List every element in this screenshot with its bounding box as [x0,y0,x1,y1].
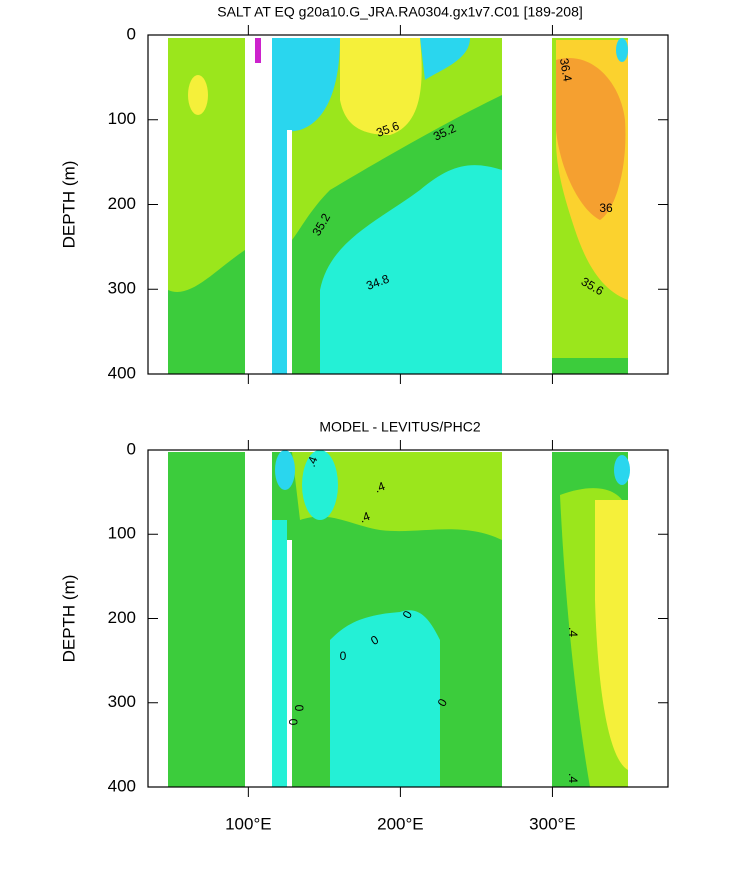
y-tick-label: 400 [108,363,136,382]
x-tick-label: 300°E [529,814,576,833]
y-tick-label: 200 [108,608,136,627]
y-tick-label: 200 [108,194,136,213]
contour-label: 0 [286,719,300,726]
chart-title: MODEL - LEVITUS/PHC2 [319,419,481,435]
y-tick-label: 0 [127,24,136,43]
contour-label: 0 [340,649,347,663]
contour-label: 36 [599,201,613,215]
contour-label: .4 [566,627,580,637]
contour-fill-top [168,38,628,374]
contour-fill-bottom [168,450,630,787]
y-tick-label: 400 [108,776,136,795]
contour-label: .4 [566,773,580,783]
y-axis-label: DEPTH (m) [59,161,78,249]
y-tick-label: 100 [108,524,136,543]
y-tick-label: 300 [108,279,136,298]
chart-title: SALT AT EQ g20a10.G_JRA.RA0304.gx1v7.C01… [217,4,583,20]
y-tick-label: 100 [108,109,136,128]
contour-label: .4 [358,509,372,526]
contour-label: .4 [373,479,387,496]
x-tick-label: 100°E [225,814,272,833]
x-tick-label: 200°E [377,814,424,833]
contour-label: 0 [292,705,306,712]
y-tick-label: 0 [127,439,136,458]
contour-label: .4 [304,454,321,468]
y-tick-label: 300 [108,692,136,711]
contour-label: 36.4 [557,57,575,83]
y-axis-label: DEPTH (m) [59,575,78,663]
